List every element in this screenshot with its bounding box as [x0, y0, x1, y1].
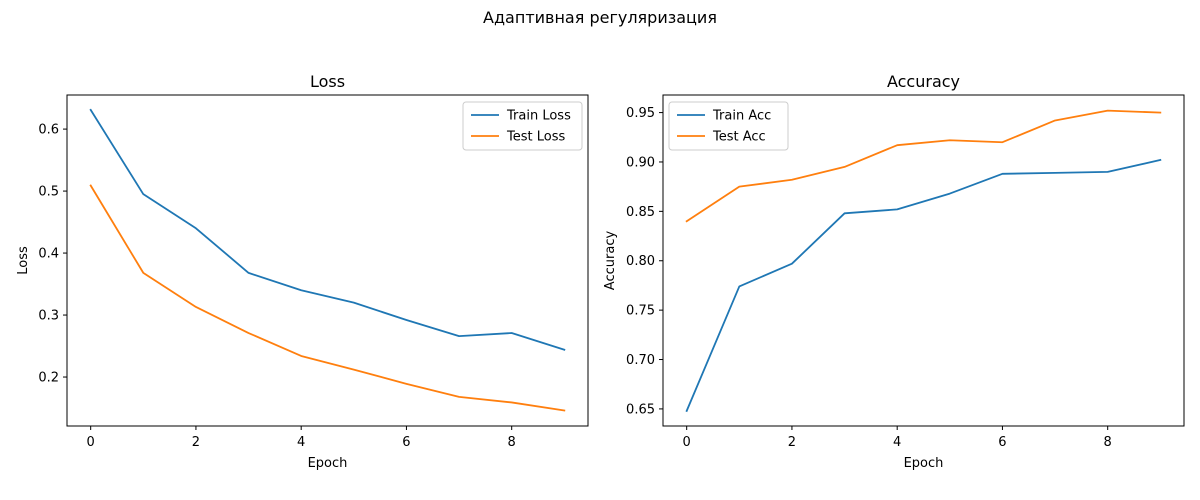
loss-panel: Loss 0 2 4 6 8 0.2 0.3 0.4 0.5 0.6 Epoch Loss Train L…	[16, 72, 589, 471]
accuracy-panel: Accuracy 0 2 4 6 8 0.65 0.70 0.75 0.80 0.85 0.90 0.9…	[603, 72, 1185, 471]
chart-1-legend-label-0: Train Acc	[712, 109, 771, 124]
chart-0-axes-frame	[66, 94, 589, 427]
chart-0-y-tick-label: 0.3	[38, 309, 59, 324]
chart-0-legend-label-0: Train Loss	[506, 109, 571, 124]
chart-0-x-axis-label: Epoch	[308, 456, 348, 471]
chart-1-x-tick-label: 8	[1104, 435, 1112, 450]
chart-1-y-tick-label: 0.95	[626, 106, 655, 121]
chart-0-x-tick-label: 8	[508, 435, 516, 450]
figure-suptitle: Адаптивная регуляризация	[483, 8, 717, 27]
chart-0-y-tick-label: 0.2	[38, 371, 59, 386]
chart-0-y-tick-label: 0.6	[38, 123, 59, 138]
chart-0-x-tick-label: 4	[297, 435, 305, 450]
chart-1-y-tick-label: 0.65	[626, 402, 655, 417]
chart-1-x-tick-label: 2	[788, 435, 796, 450]
chart-0-legend-label-1: Test Loss	[506, 130, 565, 145]
chart-1-title: Accuracy	[887, 72, 960, 91]
chart-1-x-tick-label: 4	[893, 435, 901, 450]
chart-1-x-axis-label: Epoch	[904, 456, 944, 471]
chart-1-y-axis-label: Accuracy	[603, 231, 618, 291]
chart-1-x-tick-label: 6	[998, 435, 1006, 450]
chart-1-y-tick-label: 0.70	[626, 353, 655, 368]
chart-0-series-1-line	[89, 184, 566, 412]
chart-1-y-tick-label: 0.75	[626, 304, 655, 319]
chart-1-axes-frame	[662, 94, 1185, 427]
chart-1-y-tick-label: 0.90	[626, 155, 655, 170]
chart-0-title: Loss	[310, 72, 345, 91]
chart-1-legend-box	[668, 101, 789, 151]
chart-1-series-0-line	[685, 158, 1162, 413]
chart-0-legend-box	[462, 101, 583, 151]
chart-0-x-tick-label: 0	[87, 435, 95, 450]
chart-0-y-axis-label: Loss	[16, 246, 31, 275]
chart-0-y-tick-label: 0.4	[38, 247, 59, 262]
chart-0-x-tick-label: 2	[192, 435, 200, 450]
chart-0-series-0-line	[89, 108, 566, 351]
chart-0-x-tick-label: 6	[402, 435, 410, 450]
chart-0-y-tick-label: 0.5	[38, 185, 59, 200]
chart-1-y-tick-label: 0.85	[626, 205, 655, 220]
chart-1-series-1-line	[685, 109, 1162, 223]
chart-0-legend: Train Loss Test Loss	[462, 101, 583, 151]
chart-1-legend-label-1: Test Acc	[712, 130, 766, 145]
chart-1-legend: Train Acc Test Acc	[668, 101, 789, 151]
chart-1-x-tick-label: 0	[683, 435, 691, 450]
chart-1-y-tick-label: 0.80	[626, 254, 655, 269]
